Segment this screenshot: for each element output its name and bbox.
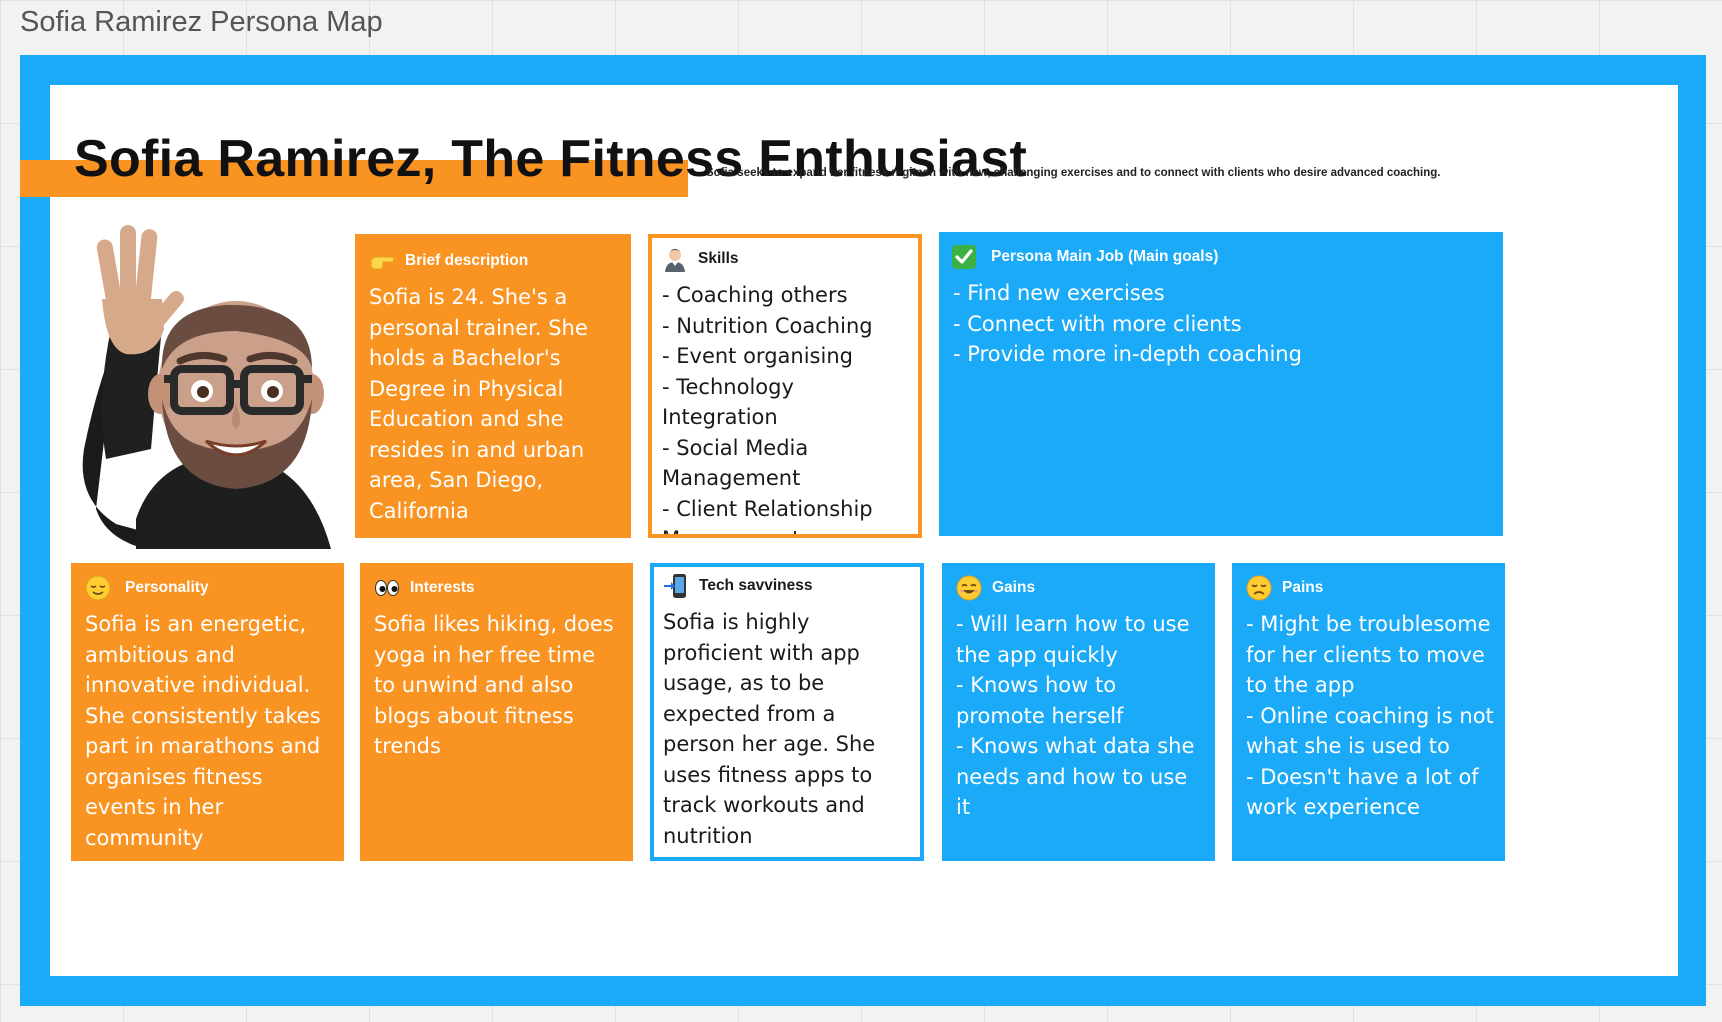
tech-savviness-line: Sofia is highly proficient with app usag…: [663, 610, 876, 848]
persona-frame[interactable]: Sofia Ramirez, The Fitness Enthusiast So…: [20, 55, 1706, 1006]
brief-description-header: Brief description: [369, 248, 621, 274]
title-accent-strip: [20, 160, 688, 197]
interests-header: Interests: [374, 575, 621, 601]
skills-header: Skills: [662, 246, 910, 272]
personality-header: Personality: [85, 575, 332, 601]
brief-description-card[interactable]: Brief description Sofia is 24. She's a p…: [355, 234, 631, 538]
skill-item: - Event organising: [662, 344, 853, 368]
skills-title: Skills: [698, 250, 739, 267]
tech-savviness-text: Sofia is highly proficient with app usag…: [663, 607, 910, 851]
gain-item: - Knows what data she needs and how to u…: [956, 734, 1195, 819]
gains-header: Gains: [956, 575, 1205, 601]
interests-text: Sofia likes hiking, does yoga in her fre…: [374, 609, 621, 762]
gain-item: - Knows how to promote herself: [956, 673, 1124, 728]
main-goals-list: - Find new exercises - Connect with more…: [951, 278, 1491, 370]
personality-card[interactable]: Personality Sofia is an energetic, ambit…: [71, 563, 344, 861]
main-goals-title: Persona Main Job (Main goals): [991, 248, 1219, 265]
check-mark-icon: [952, 245, 976, 269]
skills-card[interactable]: Skills - Coaching others - Nutrition Coa…: [648, 234, 922, 538]
avatar[interactable]: [76, 219, 346, 549]
eyes-icon: [375, 580, 399, 596]
gain-item: - Will learn how to use the app quickly: [956, 612, 1190, 667]
skill-item: - Nutrition Coaching: [662, 313, 873, 338]
pain-item: - Online coaching is not what she is use…: [1246, 703, 1494, 759]
pains-title: Pains: [1282, 579, 1324, 596]
interests-card[interactable]: Interests Sofia likes hiking, does yoga …: [360, 563, 633, 861]
goal-item: - Connect with more clients: [953, 311, 1242, 336]
skill-item: - Client Relationship Management: [662, 496, 873, 535]
smiling-face-icon: [956, 575, 982, 601]
gains-list: - Will learn how to use the app quickly …: [956, 609, 1205, 823]
personality-text: Sofia is an energetic, ambitious and inn…: [85, 609, 332, 853]
brief-description-line: Sofia is 24. She's a personal trainer. S…: [369, 285, 588, 523]
skill-item: - Technology Integration: [662, 374, 794, 430]
tech-savviness-card[interactable]: Tech savviness Sofia is highly proficien…: [650, 563, 924, 861]
tech-savviness-header: Tech savviness: [663, 573, 910, 599]
gains-title: Gains: [992, 579, 1036, 596]
disappointed-face-icon: [1246, 575, 1272, 601]
skill-item: - Coaching others: [662, 283, 848, 307]
pain-item: - Doesn't have a lot of work experience: [1246, 764, 1479, 820]
main-goals-header: Persona Main Job (Main goals): [951, 244, 1491, 270]
pains-header: Pains: [1246, 575, 1495, 601]
goal-item: - Find new exercises: [953, 281, 1165, 305]
mobile-phone-arrow-icon: [664, 574, 686, 598]
interests-title: Interests: [410, 579, 475, 596]
persona-title[interactable]: Sofia Ramirez, The Fitness Enthusiast: [74, 130, 1028, 188]
pain-item: - Might be troublesome for her clients t…: [1246, 612, 1491, 697]
brief-description-title: Brief description: [405, 252, 529, 269]
brief-description-text: Sofia is 24. She's a personal trainer. S…: [369, 282, 621, 526]
skills-list: - Coaching others - Nutrition Coaching -…: [662, 280, 910, 535]
relieved-face-icon: [85, 575, 111, 601]
goal-item: - Provide more in-depth coaching: [953, 342, 1302, 366]
board-title: Sofia Ramirez Persona Map: [20, 6, 383, 38]
skill-item: - Social Media Management: [662, 435, 809, 491]
gains-card[interactable]: Gains - Will learn how to use the app qu…: [942, 563, 1215, 861]
pains-card[interactable]: Pains - Might be troublesome for her cli…: [1232, 563, 1505, 861]
tech-savviness-title: Tech savviness: [699, 577, 813, 594]
pointing-hand-icon: [370, 256, 395, 270]
person-icon: [665, 249, 685, 272]
persona-subtitle[interactable]: Sofia seeks to expand her fitness regime…: [706, 167, 1441, 179]
persona-canvas: Sofia Ramirez, The Fitness Enthusiast So…: [20, 85, 1678, 976]
pains-list: - Might be troublesome for her clients t…: [1246, 609, 1495, 823]
main-goals-card[interactable]: Persona Main Job (Main goals) - Find new…: [939, 232, 1503, 536]
personality-title: Personality: [125, 579, 209, 596]
interests-line: Sofia likes hiking, does yoga in her fre…: [374, 612, 614, 758]
personality-line: Sofia is an energetic, ambitious and inn…: [85, 612, 321, 850]
